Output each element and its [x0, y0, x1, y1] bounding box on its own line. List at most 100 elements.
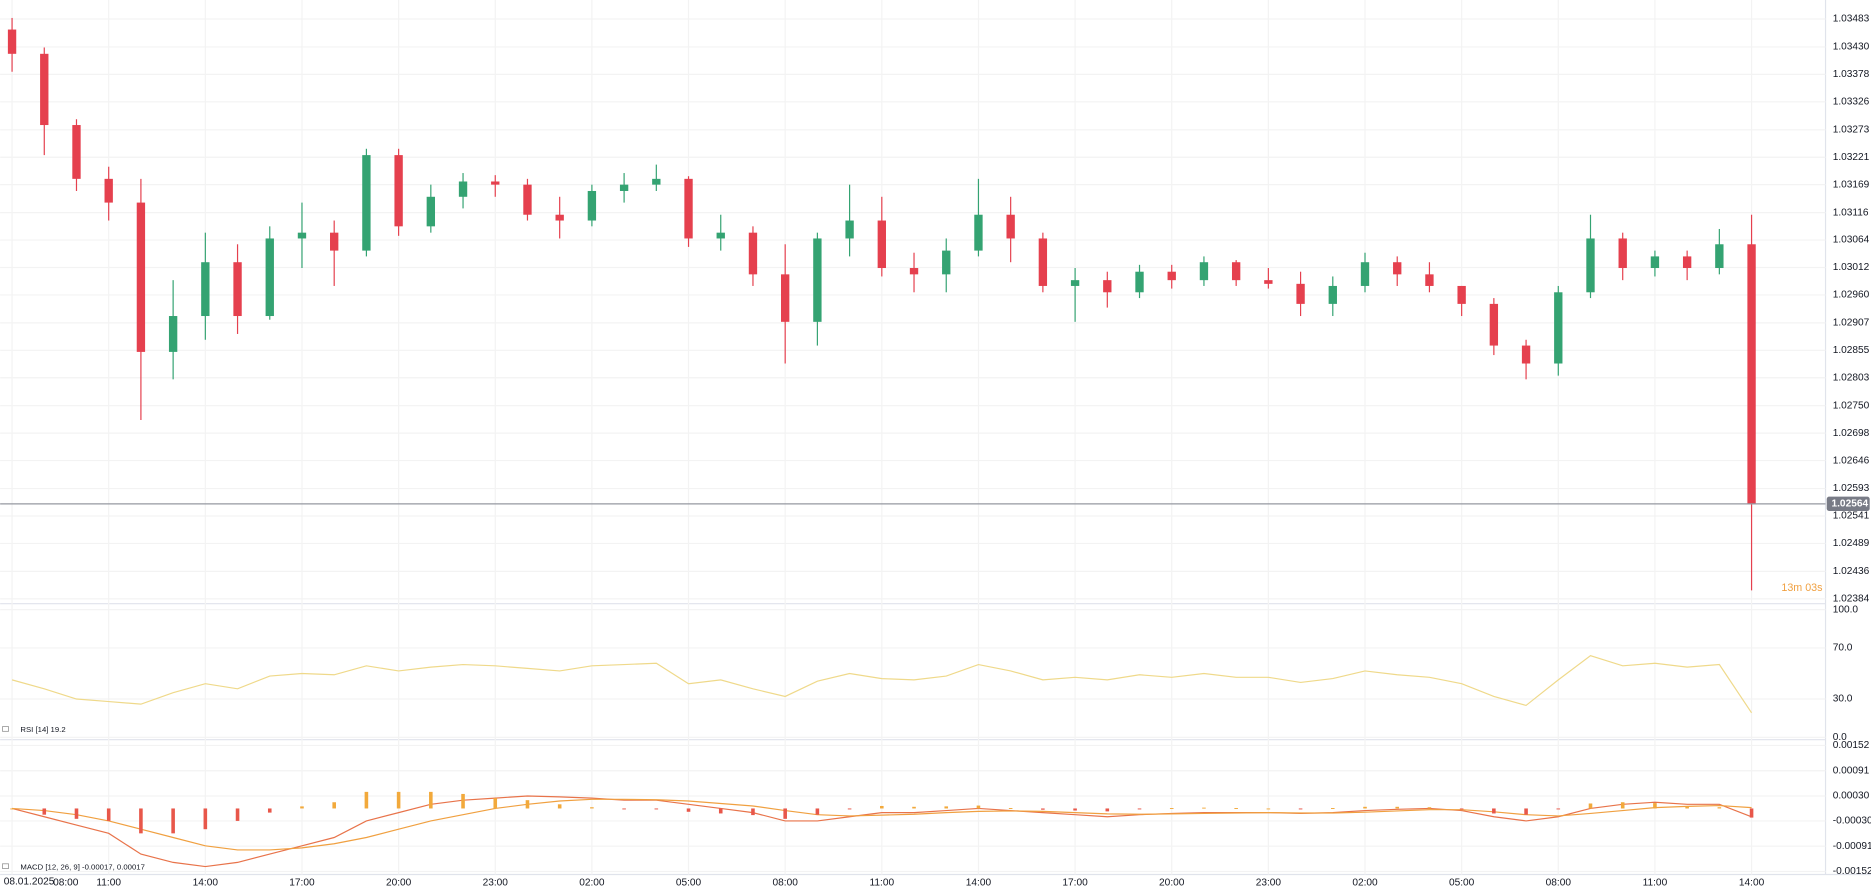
histogram-bar: [1202, 807, 1206, 809]
x-tick-label: 02:00: [1352, 878, 1378, 889]
candle-body: [1554, 292, 1563, 364]
y-tick-label: 0.00152: [1833, 740, 1870, 751]
histogram-bar: [1395, 806, 1400, 809]
candle-body: [1167, 271, 1176, 281]
candle-body: [1618, 238, 1627, 269]
candle-body: [104, 178, 113, 203]
histogram-bar: [847, 808, 852, 810]
x-tick-label: 11:00: [870, 878, 895, 889]
candle-body: [394, 155, 403, 227]
histogram-bar: [1363, 806, 1367, 809]
x-tick-label: 05:00: [1449, 878, 1475, 889]
y-tick-label: 1.02436: [1833, 566, 1870, 577]
x-tick-label: 20:00: [1159, 878, 1185, 889]
y-tick-label: 1.02803: [1833, 372, 1870, 383]
candle-body: [652, 178, 661, 185]
histogram-bar: [815, 808, 820, 815]
candle-body: [1747, 244, 1756, 504]
candle-body: [1650, 256, 1660, 269]
candle-body: [909, 268, 919, 275]
histogram-bar: [590, 807, 594, 809]
rsi-legend: RSI [14] 19.2: [20, 725, 65, 734]
y-tick-label: 1.03326: [1833, 96, 1870, 107]
candle-body: [1586, 238, 1595, 293]
y-tick-label: 1.03064: [1833, 235, 1870, 246]
candle-body: [136, 202, 146, 352]
histogram-bar: [429, 791, 433, 809]
histogram-bar: [525, 800, 530, 809]
candle-body: [7, 29, 17, 54]
candle-body: [297, 232, 307, 239]
candle-body: [1489, 303, 1499, 346]
y-tick-label: 1.02907: [1833, 318, 1870, 329]
histogram-bar: [203, 808, 208, 830]
legend-icon[interactable]: [2, 726, 9, 732]
y-tick-label: 1.02855: [1833, 345, 1870, 356]
candle-body: [40, 53, 49, 126]
histogram-bar: [42, 808, 47, 815]
candle-body: [1199, 262, 1209, 281]
y-tick-label: 1.02384: [1833, 593, 1870, 604]
candle-body: [1682, 256, 1692, 269]
rsi-line: [11, 654, 1753, 714]
candle-body: [1070, 280, 1080, 286]
x-tick-label: 11:00: [1643, 878, 1668, 889]
histogram-bar: [1234, 808, 1238, 810]
x-tick-label: 23:00: [1256, 878, 1282, 889]
y-tick-label: -0.00091: [1833, 841, 1871, 852]
x-tick-label: 17:00: [289, 878, 315, 889]
histogram-bar: [461, 793, 465, 809]
histogram-bar: [74, 808, 79, 819]
histogram-bar: [10, 808, 14, 810]
histogram-bar: [1266, 808, 1271, 810]
histogram-bar: [1588, 803, 1593, 809]
candle-body: [845, 220, 854, 239]
y-tick-label: 1.03430: [1833, 42, 1870, 53]
x-tick-label: 08:00: [1546, 878, 1572, 889]
candle-body: [426, 196, 436, 227]
grid: [0, 0, 1826, 875]
histogram-bar: [364, 791, 369, 809]
histogram-bar: [1041, 808, 1045, 810]
histogram-bar: [1137, 808, 1142, 810]
histogram-bar: [1685, 806, 1689, 809]
histogram-bar: [1008, 808, 1013, 810]
y-tick-label: 1.02541: [1833, 511, 1870, 522]
y-tick-label: 1.02698: [1833, 428, 1870, 439]
macd-line: [12, 798, 1752, 851]
candle-body: [362, 155, 371, 251]
candle-body: [330, 232, 339, 251]
legend-icon[interactable]: [2, 863, 9, 869]
current-price-label: 1.02564: [1832, 499, 1869, 510]
histogram-bar: [1717, 807, 1722, 809]
macd-line: [11, 795, 1752, 868]
histogram-bar: [557, 804, 562, 809]
y-tick-label: 0.00091: [1833, 765, 1870, 776]
histogram-bar: [171, 808, 175, 834]
candle-body: [748, 232, 758, 275]
candle-body: [1715, 244, 1724, 269]
histogram-bar: [880, 805, 884, 809]
y-tick-label: 100.0: [1833, 604, 1859, 615]
y-tick-label: 1.03273: [1833, 124, 1870, 135]
histogram-bar: [235, 808, 240, 821]
y-tick-label: 1.02489: [1833, 538, 1870, 549]
histogram-bar: [783, 808, 787, 819]
histogram-bar: [332, 802, 336, 809]
y-tick-label: 1.02750: [1833, 400, 1870, 411]
x-tick-label: 05:00: [676, 878, 702, 889]
histogram-bar: [751, 808, 755, 816]
candle-body: [1103, 280, 1112, 293]
histogram-bar: [300, 806, 304, 809]
x-tick-label: 23:00: [483, 878, 509, 889]
x-tick-label: 08:00: [53, 878, 79, 889]
histogram-bar: [1298, 808, 1303, 810]
histogram-bar: [1427, 807, 1432, 809]
candle-body: [523, 184, 532, 215]
histogram-bar: [686, 808, 691, 812]
y-tick-label: 1.03483: [1833, 14, 1870, 25]
candle-body: [1296, 283, 1305, 304]
y-tick-label: 1.03116: [1833, 207, 1869, 218]
